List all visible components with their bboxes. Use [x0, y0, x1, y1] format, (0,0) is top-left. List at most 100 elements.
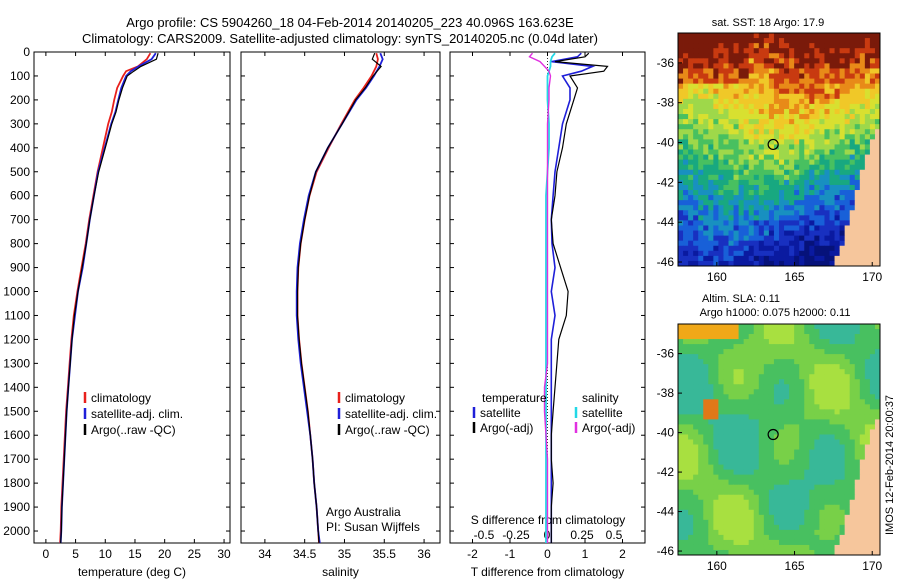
- sla-cell: [824, 484, 830, 491]
- sst-cell: [698, 215, 704, 221]
- sla-cell: [804, 414, 810, 420]
- sst-cell: [718, 103, 724, 110]
- sst-cell: [733, 169, 739, 176]
- sla-cell: [864, 399, 871, 405]
- sla-cell: [768, 449, 775, 455]
- sla-cell: [864, 354, 871, 360]
- sst-cell: [768, 230, 775, 237]
- sst-cell: [829, 174, 835, 181]
- sla-cell: [683, 399, 689, 405]
- sla-cell: [794, 424, 800, 430]
- sla-cell: [708, 549, 714, 556]
- sst-cell: [799, 149, 805, 155]
- difference-t-satellite: [550, 52, 596, 543]
- sst-cell: [703, 225, 709, 231]
- sla-cell: [869, 469, 876, 476]
- sst-cell: [849, 154, 856, 161]
- sla-cell: [728, 524, 734, 531]
- temperature-ytick-label: 1600: [3, 428, 30, 442]
- sst-cell: [869, 225, 876, 231]
- sst-cell: [688, 73, 694, 79]
- sla-cell: [683, 374, 689, 380]
- sst-cell: [698, 33, 704, 39]
- sst-cell: [688, 93, 694, 100]
- sla-cell: [708, 534, 714, 541]
- sla-cell: [703, 329, 709, 335]
- sst-cell: [693, 190, 699, 196]
- sst-cell: [753, 38, 760, 44]
- sla-cell: [678, 364, 684, 370]
- sla-cell: [703, 459, 709, 466]
- sla-cell: [824, 534, 830, 541]
- sla-cell: [708, 329, 714, 335]
- sla-cell: [814, 489, 820, 496]
- sla-cell: [809, 424, 815, 430]
- salinity-xtick-label: 35.5: [373, 547, 397, 561]
- sla-cell: [794, 384, 800, 390]
- sla-cell: [804, 534, 810, 541]
- sla-cell: [753, 374, 760, 380]
- sst-cell: [728, 73, 734, 79]
- sla-cell: [688, 399, 694, 405]
- sla-cell: [713, 339, 719, 345]
- sla-cell: [814, 354, 820, 360]
- sst-cell: [693, 73, 699, 79]
- sst-cell: [794, 78, 800, 85]
- sst-cell: [839, 63, 846, 69]
- sla-cell: [779, 509, 785, 516]
- salinity-series-0: [296, 52, 379, 544]
- sla-cell: [834, 329, 840, 335]
- sst-cell: [784, 93, 790, 100]
- sla-cell: [748, 504, 755, 511]
- sst-cell: [768, 184, 775, 191]
- sst-cell: [763, 149, 770, 155]
- sla-cell: [864, 469, 871, 476]
- sst-cell: [784, 255, 790, 262]
- sla-cell: [779, 419, 785, 425]
- sla-cell: [789, 364, 795, 370]
- sst-cell: [718, 210, 724, 216]
- sla-cell: [728, 489, 734, 496]
- sla-cell: [748, 369, 755, 375]
- sla-cell: [799, 354, 805, 360]
- sst-cell: [794, 83, 800, 90]
- sla-cell: [713, 474, 719, 481]
- sst-cell: [693, 210, 699, 216]
- sst-cell: [839, 159, 846, 166]
- sst-cell: [859, 154, 866, 161]
- sla-cell: [844, 519, 851, 526]
- sla-cell: [824, 469, 830, 476]
- sst-cell: [829, 205, 835, 211]
- sla-cell: [733, 539, 739, 546]
- sst-cell: [773, 129, 780, 135]
- sst-cell: [748, 78, 755, 85]
- sst-cell: [738, 63, 745, 69]
- sla-cell: [819, 459, 825, 466]
- sst-cell: [859, 93, 866, 100]
- sla-cell: [743, 414, 750, 420]
- sla-cell: [678, 434, 684, 440]
- sla-cell: [713, 409, 719, 415]
- sla-cell: [678, 459, 684, 466]
- sla-cell: [733, 414, 739, 420]
- sst-cell: [683, 53, 689, 59]
- sla-cell: [839, 409, 846, 415]
- sst-cell: [814, 139, 820, 145]
- sla-cell: [728, 409, 734, 415]
- sst-cell: [753, 129, 760, 135]
- sst-cell: [743, 225, 750, 231]
- sst-cell: [698, 179, 704, 186]
- sla-cell: [819, 354, 825, 360]
- sst-cell: [834, 93, 840, 100]
- sla-cell: [849, 504, 856, 511]
- sst-cell: [854, 190, 861, 196]
- sla-cell: [834, 464, 840, 471]
- sst-cell: [809, 58, 815, 64]
- sst-cell: [733, 119, 739, 125]
- sst-cell: [784, 33, 790, 39]
- sla-cell: [688, 329, 694, 335]
- sst-cell: [698, 58, 704, 64]
- sla-cell: [743, 344, 750, 350]
- sst-cell: [854, 215, 861, 221]
